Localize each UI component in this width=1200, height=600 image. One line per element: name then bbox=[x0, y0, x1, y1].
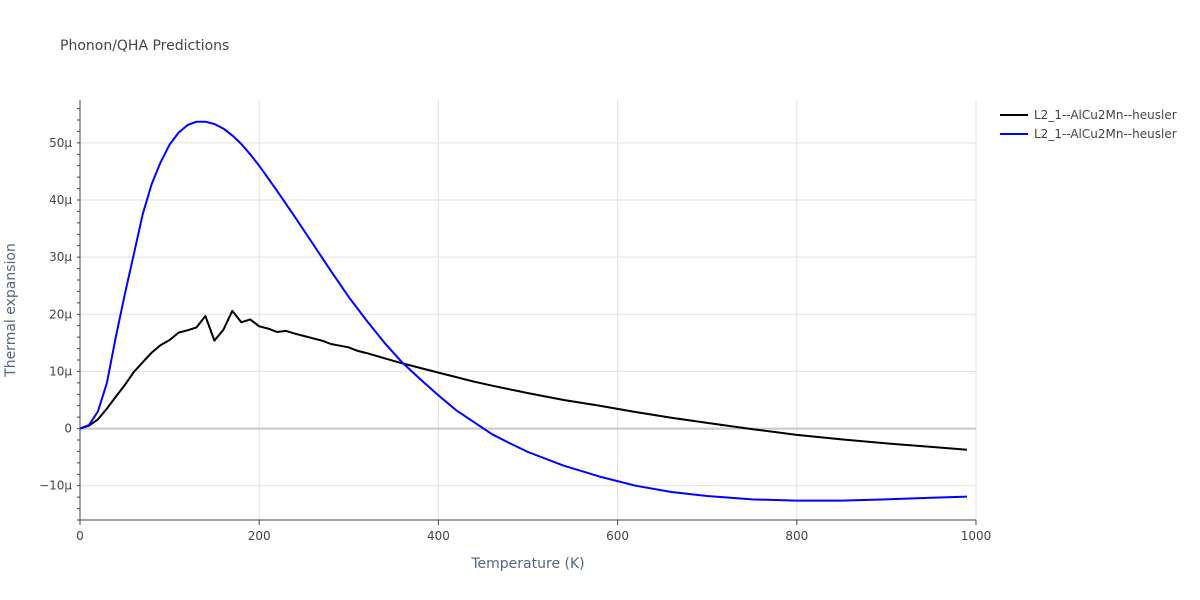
legend-item-1[interactable]: L2_1--AlCu2Mn--heusler bbox=[1000, 108, 1177, 122]
series-line-2 bbox=[79, 120, 968, 502]
x-tick-label: 600 bbox=[606, 529, 629, 543]
y-tick-labels: −10μ 0 10μ 20μ 30μ 40μ 50μ bbox=[39, 136, 72, 493]
grid bbox=[80, 100, 977, 520]
x-tick-labels: 0 200 400 600 800 1000 bbox=[76, 520, 991, 543]
legend-label: L2_1--AlCu2Mn--heusler bbox=[1034, 108, 1177, 122]
legend-item-2[interactable]: L2_1--AlCu2Mn--heusler bbox=[1000, 127, 1177, 141]
chart-title: Phonon/QHA Predictions bbox=[60, 38, 229, 54]
x-axis-label: Temperature (K) bbox=[470, 556, 584, 572]
y-tick-label: 40μ bbox=[49, 193, 72, 207]
series-line-1 bbox=[79, 309, 968, 451]
y-tick-label: 30μ bbox=[49, 250, 72, 264]
x-tick-label: 1000 bbox=[961, 529, 992, 543]
x-tick-label: 800 bbox=[785, 529, 808, 543]
y-tick-label: 50μ bbox=[49, 136, 72, 150]
y-axis-label: Thermal expansion bbox=[3, 243, 19, 378]
y-tick-label: 20μ bbox=[49, 307, 72, 321]
x-tick-label: 200 bbox=[248, 529, 271, 543]
y-tick-label: 10μ bbox=[49, 364, 72, 378]
x-tick-label: 400 bbox=[427, 529, 450, 543]
y-tick-label: −10μ bbox=[39, 479, 72, 493]
legend[interactable]: L2_1--AlCu2Mn--heusler L2_1--AlCu2Mn--heu… bbox=[1000, 108, 1177, 141]
x-tick-label: 0 bbox=[76, 529, 84, 543]
legend-label: L2_1--AlCu2Mn--heusler bbox=[1034, 127, 1177, 141]
series-lines bbox=[79, 120, 968, 502]
y-tick-label: 0 bbox=[64, 422, 72, 436]
